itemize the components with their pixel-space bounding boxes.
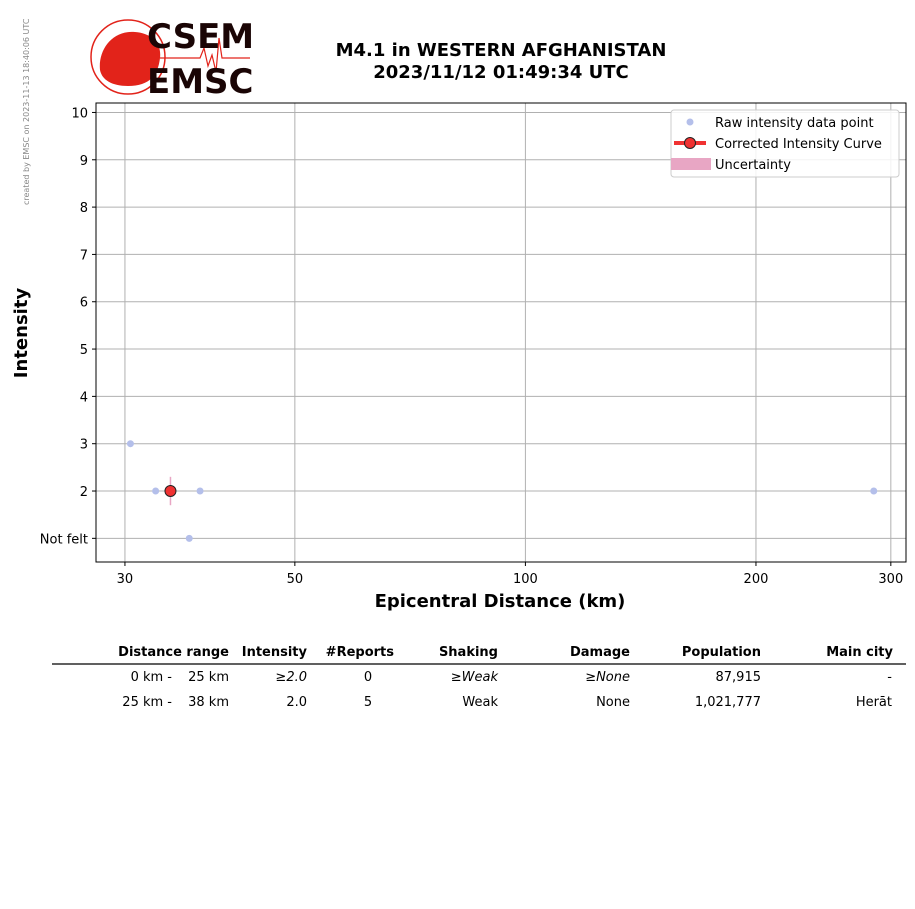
col-header: #Reports: [326, 645, 395, 660]
y-tick-label: 3: [80, 438, 88, 453]
logo-text-bottom: EMSC: [147, 62, 254, 102]
svg-text:Weak: Weak: [462, 695, 498, 710]
col-header: Population: [682, 645, 761, 660]
svg-text:0: 0: [364, 670, 372, 685]
x-tick-label: 30: [117, 572, 134, 587]
x-axis-label: Epicentral Distance (km): [375, 591, 626, 612]
x-tick-label: 100: [513, 572, 538, 587]
legend-curve-marker: [684, 137, 696, 149]
y-tick-label: Not felt: [40, 532, 88, 547]
y-tick-label: 2: [80, 485, 88, 500]
raw-data-point: [185, 534, 193, 542]
ticks: 30 50 100 200 300 Not felt 2 3 4 5 6 7 8 9 10: [40, 106, 903, 587]
y-tick-label: 10: [71, 106, 88, 121]
svg-text:None: None: [596, 695, 630, 710]
col-header: Damage: [570, 645, 630, 660]
svg-text:≥Weak: ≥Weak: [451, 670, 499, 685]
svg-text:1,021,777: 1,021,777: [695, 695, 761, 710]
x-tick-label: 50: [287, 572, 304, 587]
svg-text:38 km: 38 km: [188, 695, 229, 710]
legend-uncertainty-label: Uncertainty: [715, 158, 791, 173]
svg-text:Herāt: Herāt: [856, 695, 892, 710]
y-tick-label: 7: [80, 248, 88, 263]
svg-text:25 km: 25 km: [188, 670, 229, 685]
y-tick-label: 9: [80, 154, 88, 169]
legend: Raw intensity data point Corrected Inten…: [670, 109, 900, 178]
svg-text:-: -: [887, 670, 892, 685]
x-tick-label: 300: [878, 572, 903, 587]
raw-data-point: [126, 440, 134, 448]
intensity-table: Distance range Intensity #Reports Shakin…: [52, 645, 906, 710]
grid: [96, 103, 906, 562]
title-line2: 2023/11/12 01:49:34 UTC: [373, 62, 629, 83]
emsc-logo: CSEM EMSC: [90, 17, 254, 102]
marks: [126, 440, 878, 542]
svg-text:0 km -: 0 km -: [131, 670, 173, 685]
table-row: 0 km - 25 km ≥2.0 0 ≥Weak ≥None 87,915 -: [131, 670, 893, 685]
svg-text:25 km -: 25 km -: [122, 695, 172, 710]
col-header: Shaking: [439, 645, 498, 660]
y-tick-label: 8: [80, 201, 88, 216]
table-row: 25 km - 38 km 2.0 5 Weak None 1,021,777 …: [122, 695, 892, 710]
raw-data-point: [870, 487, 878, 495]
legend-curve-label: Corrected Intensity Curve: [715, 137, 882, 152]
svg-text:≥2.0: ≥2.0: [275, 670, 307, 685]
y-tick-label: 6: [80, 296, 88, 311]
legend-raw-marker: [686, 118, 694, 126]
x-tick-label: 200: [744, 572, 769, 587]
creation-note: created by EMSC on 2023-11-13 18:40:06 U…: [22, 18, 31, 205]
legend-uncertainty-patch: [671, 158, 711, 170]
col-header: Main city: [826, 645, 893, 660]
raw-data-point: [152, 487, 160, 495]
legend-raw-label: Raw intensity data point: [715, 116, 874, 131]
y-tick-label: 4: [80, 390, 88, 405]
title-line1: M4.1 in WESTERN AFGHANISTAN: [336, 40, 667, 61]
svg-text:5: 5: [364, 695, 372, 710]
svg-text:87,915: 87,915: [716, 670, 762, 685]
svg-text:≥None: ≥None: [585, 670, 630, 685]
logo-text-top: CSEM: [147, 17, 254, 57]
plot-frame: [95, 102, 907, 563]
svg-text:2.0: 2.0: [286, 695, 307, 710]
y-tick-label: 5: [80, 343, 88, 358]
corrected-intensity-point: [164, 485, 177, 498]
raw-data-point: [196, 487, 204, 495]
col-header: Intensity: [242, 645, 308, 660]
y-axis-label: Intensity: [11, 288, 32, 379]
col-header: Distance range: [118, 645, 229, 660]
